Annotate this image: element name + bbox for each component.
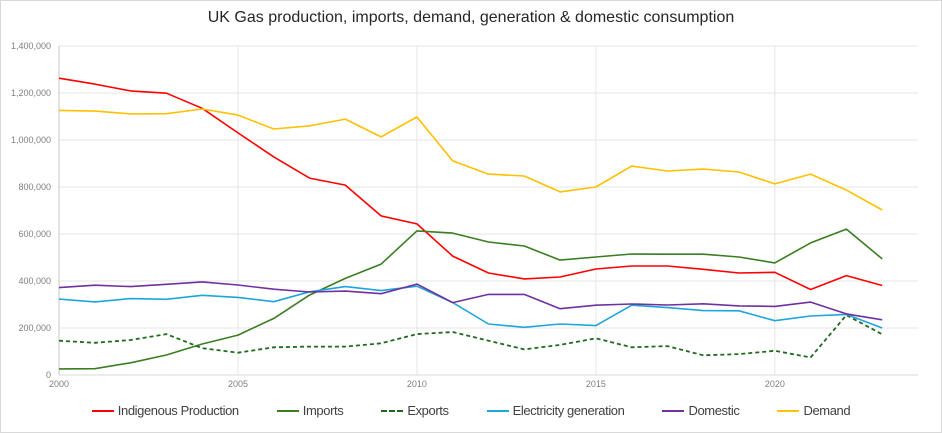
legend-label: Exports — [407, 403, 449, 418]
series-line-electricity-generation — [58, 285, 883, 329]
legend-swatch — [662, 409, 685, 412]
x-tick-label: 2000 — [49, 379, 69, 389]
x-axis-tick-labels: 2000 2005 2010 2015 2020 — [49, 379, 785, 389]
series-line-demand — [58, 108, 883, 211]
series-line-indigenous-production — [58, 77, 883, 291]
y-tick-label: 600,000 — [18, 229, 51, 239]
legend-item: Indigenous Production — [91, 403, 239, 418]
legend: Indigenous Production Imports Exports Elect… — [0, 403, 942, 418]
legend-label: Domestic — [688, 403, 740, 418]
legend-swatch — [381, 409, 404, 412]
legend-item: Demand — [777, 403, 851, 418]
legend-swatch — [486, 409, 509, 412]
chart-title: UK Gas production, imports, demand, gene… — [207, 9, 735, 26]
gridlines — [59, 45, 918, 375]
y-tick-label: 200,000 — [18, 323, 51, 333]
x-tick-label: 2005 — [228, 379, 248, 389]
legend-swatch — [777, 409, 800, 412]
legend-label: Imports — [302, 403, 344, 418]
legend-label: Indigenous Production — [117, 403, 239, 418]
y-tick-label: 400,000 — [18, 276, 51, 286]
y-tick-label: 0 — [46, 370, 51, 380]
axes — [58, 46, 918, 376]
legend-item: Imports — [276, 403, 344, 418]
y-axis-tick-labels: 0 200,000 400,000 600,000 800,000 1,000,000 1,… — [11, 41, 51, 380]
x-tick-label: 2015 — [586, 379, 606, 389]
y-tick-label: 800,000 — [18, 182, 51, 192]
legend-swatch — [276, 409, 299, 412]
legend-label: Demand — [803, 403, 851, 418]
series-lines — [58, 77, 883, 370]
x-tick-label: 2020 — [765, 379, 785, 389]
y-tick-label: 1,200,000 — [11, 88, 51, 98]
series-line-domestic — [58, 281, 883, 321]
legend-swatch — [91, 409, 114, 412]
x-tick-label: 2010 — [407, 379, 427, 389]
y-tick-label: 1,000,000 — [11, 135, 51, 145]
legend-item: Domestic — [662, 403, 740, 418]
y-tick-label: 1,400,000 — [11, 41, 51, 51]
series-line-exports — [58, 314, 883, 359]
legend-item: Electricity generation — [486, 403, 625, 418]
legend-label: Electricity generation — [512, 403, 625, 418]
legend-item: Exports — [381, 403, 449, 418]
